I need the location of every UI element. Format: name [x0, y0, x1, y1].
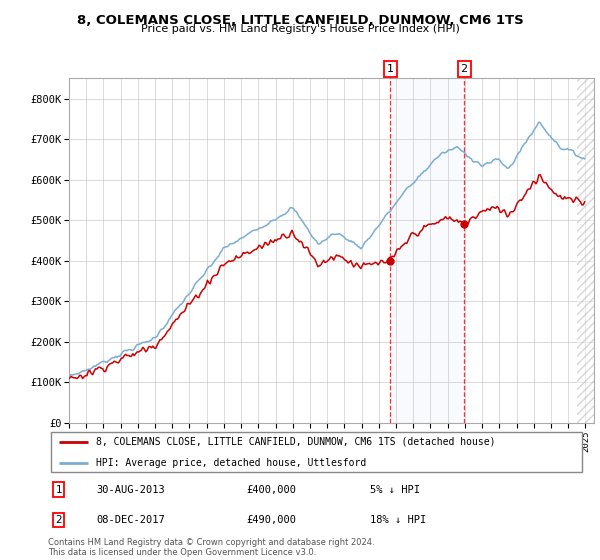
Text: HPI: Average price, detached house, Uttlesford: HPI: Average price, detached house, Uttl…	[97, 458, 367, 468]
Text: 8, COLEMANS CLOSE, LITTLE CANFIELD, DUNMOW, CM6 1TS (detached house): 8, COLEMANS CLOSE, LITTLE CANFIELD, DUNM…	[97, 437, 496, 447]
Text: 8, COLEMANS CLOSE, LITTLE CANFIELD, DUNMOW, CM6 1TS: 8, COLEMANS CLOSE, LITTLE CANFIELD, DUNM…	[77, 14, 523, 27]
Text: Contains HM Land Registry data © Crown copyright and database right 2024.
This d: Contains HM Land Registry data © Crown c…	[48, 538, 374, 557]
FancyBboxPatch shape	[50, 432, 583, 473]
Text: 2: 2	[55, 515, 62, 525]
Text: £490,000: £490,000	[247, 515, 296, 525]
Text: 2: 2	[461, 64, 468, 74]
Text: £400,000: £400,000	[247, 484, 296, 494]
Text: 30-AUG-2013: 30-AUG-2013	[97, 484, 165, 494]
Text: 1: 1	[387, 64, 394, 74]
Text: 08-DEC-2017: 08-DEC-2017	[97, 515, 165, 525]
Bar	[391, 78, 464, 423]
Text: 1: 1	[55, 484, 62, 494]
Text: 5% ↓ HPI: 5% ↓ HPI	[370, 484, 420, 494]
Bar	[577, 78, 600, 423]
Text: Price paid vs. HM Land Registry's House Price Index (HPI): Price paid vs. HM Land Registry's House …	[140, 24, 460, 34]
Text: 18% ↓ HPI: 18% ↓ HPI	[370, 515, 427, 525]
